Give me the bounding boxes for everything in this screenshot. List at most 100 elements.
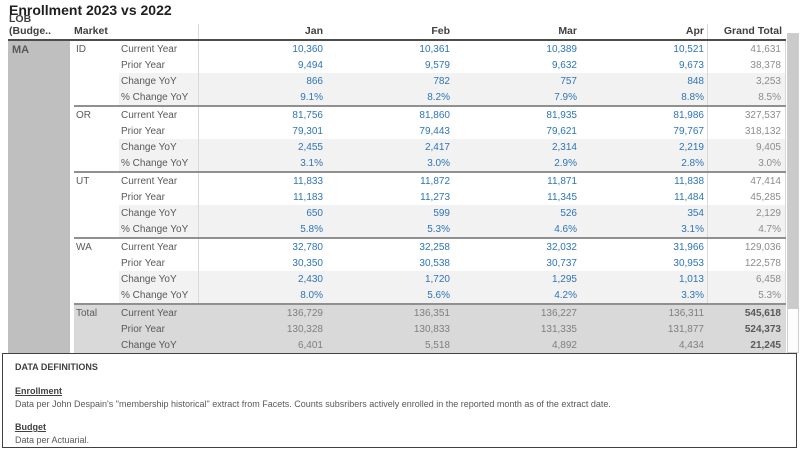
- month-value[interactable]: 9.1%: [300, 91, 323, 103]
- vertical-scrollbar[interactable]: [787, 33, 799, 353]
- month-value[interactable]: 81,860: [419, 109, 450, 121]
- month-value[interactable]: 30,953: [673, 257, 704, 269]
- month-value[interactable]: 2,455: [297, 141, 323, 153]
- month-value[interactable]: 599: [433, 207, 450, 219]
- month-value[interactable]: 10,389: [546, 43, 577, 55]
- grand-total-value[interactable]: 45,285: [707, 189, 786, 205]
- month-value[interactable]: 9,673: [678, 59, 704, 71]
- month-value[interactable]: 136,227: [540, 307, 577, 319]
- measure-label[interactable]: Change YoY: [119, 139, 199, 155]
- grand-total-value[interactable]: 38,378: [707, 57, 786, 73]
- month-value[interactable]: 3.1%: [681, 223, 704, 235]
- month-value[interactable]: 30,350: [292, 257, 323, 269]
- grand-total-value[interactable]: 3,253: [707, 73, 786, 89]
- month-value[interactable]: 8.0%: [300, 289, 323, 301]
- measure-label[interactable]: Current Year: [119, 173, 199, 189]
- measure-label[interactable]: Change YoY: [119, 205, 199, 221]
- month-value[interactable]: 5.3%: [427, 223, 450, 235]
- grand-total-value[interactable]: 6,458: [707, 271, 786, 287]
- grand-total-value[interactable]: 47,414: [707, 173, 786, 189]
- grand-total-value[interactable]: 2,129: [707, 205, 786, 221]
- month-value[interactable]: 5.8%: [300, 223, 323, 235]
- month-value[interactable]: 10,360: [292, 43, 323, 55]
- month-value[interactable]: 2,314: [551, 141, 577, 153]
- month-value[interactable]: 131,877: [667, 323, 704, 335]
- month-value[interactable]: 650: [306, 207, 323, 219]
- market-row-header[interactable]: Total: [76, 308, 98, 319]
- month-value[interactable]: 32,032: [546, 241, 577, 253]
- month-value[interactable]: 11,833: [293, 175, 323, 187]
- market-row-header[interactable]: WA: [76, 242, 92, 253]
- month-value[interactable]: 136,351: [413, 307, 450, 319]
- lob-row-header[interactable]: MA: [8, 41, 70, 369]
- month-value[interactable]: 11,484: [674, 191, 704, 203]
- measure-label[interactable]: Change YoY: [119, 73, 199, 89]
- month-value[interactable]: 79,621: [546, 125, 577, 137]
- month-value[interactable]: 136,311: [668, 307, 704, 319]
- month-value[interactable]: 2.8%: [681, 157, 704, 169]
- measure-label[interactable]: Prior Year: [119, 189, 199, 205]
- grand-total-value[interactable]: 9,405: [707, 139, 786, 155]
- month-value[interactable]: 1,013: [678, 273, 704, 285]
- month-value[interactable]: 11,183: [293, 191, 323, 203]
- measure-label[interactable]: % Change YoY: [119, 155, 199, 171]
- measure-label[interactable]: % Change YoY: [119, 89, 199, 105]
- grand-total-value[interactable]: 5.3%: [707, 287, 786, 303]
- month-value[interactable]: 11,345: [547, 191, 577, 203]
- grand-total-value[interactable]: 8.5%: [707, 89, 786, 105]
- month-value[interactable]: 10,361: [419, 43, 450, 55]
- grand-total-value[interactable]: 3.0%: [707, 155, 786, 171]
- month-value[interactable]: 131,335: [540, 323, 577, 335]
- month-value[interactable]: 2,219: [678, 141, 704, 153]
- month-value[interactable]: 848: [687, 75, 704, 87]
- month-value[interactable]: 9,494: [297, 59, 323, 71]
- grand-total-value[interactable]: 327,537: [707, 107, 786, 123]
- month-value[interactable]: 11,871: [547, 175, 577, 187]
- grand-total-value[interactable]: 41,631: [707, 41, 786, 57]
- month-value[interactable]: 11,838: [674, 175, 704, 187]
- month-value[interactable]: 11,273: [420, 191, 450, 203]
- month-value[interactable]: 79,443: [419, 125, 450, 137]
- month-value[interactable]: 11,872: [420, 175, 450, 187]
- grand-total-value[interactable]: 318,132: [707, 123, 786, 139]
- month-value[interactable]: 526: [560, 207, 577, 219]
- month-value[interactable]: 8.8%: [681, 91, 704, 103]
- month-value[interactable]: 4.6%: [554, 223, 577, 235]
- month-value[interactable]: 1,295: [551, 273, 577, 285]
- measure-label[interactable]: Current Year: [119, 239, 199, 255]
- month-value[interactable]: 2.9%: [554, 157, 577, 169]
- grand-total-value[interactable]: 21,245: [707, 337, 786, 353]
- month-value[interactable]: 130,328: [286, 323, 323, 335]
- month-value[interactable]: 4.2%: [554, 289, 577, 301]
- measure-label[interactable]: Current Year: [119, 41, 199, 57]
- month-value[interactable]: 8.2%: [427, 91, 450, 103]
- grand-total-value[interactable]: 545,618: [707, 305, 786, 321]
- measure-label[interactable]: Current Year: [119, 305, 199, 321]
- month-value[interactable]: 32,258: [419, 241, 450, 253]
- measure-label[interactable]: Prior Year: [119, 123, 199, 139]
- month-value[interactable]: 6,401: [297, 339, 323, 351]
- month-value[interactable]: 3.1%: [300, 157, 323, 169]
- month-value[interactable]: 5,518: [424, 339, 450, 351]
- column-header-lob[interactable]: LOB (Budge..: [9, 13, 51, 37]
- scrollbar-thumb[interactable]: [788, 34, 798, 309]
- month-value[interactable]: 136,729: [286, 307, 323, 319]
- month-value[interactable]: 354: [687, 207, 704, 219]
- measure-label[interactable]: Change YoY: [119, 337, 199, 353]
- month-value[interactable]: 81,756: [292, 109, 323, 121]
- month-value[interactable]: 4,434: [678, 339, 704, 351]
- grand-total-value[interactable]: 4.7%: [707, 221, 786, 237]
- measure-label[interactable]: Change YoY: [119, 271, 199, 287]
- column-header-mar[interactable]: Mar: [558, 25, 577, 37]
- month-value[interactable]: 782: [433, 75, 450, 87]
- grand-total-value[interactable]: 524,373: [707, 321, 786, 337]
- month-value[interactable]: 9,632: [551, 59, 577, 71]
- measure-label[interactable]: % Change YoY: [119, 287, 199, 303]
- month-value[interactable]: 81,986: [673, 109, 704, 121]
- month-value[interactable]: 7.9%: [554, 91, 577, 103]
- grand-total-value[interactable]: 122,578: [707, 255, 786, 271]
- column-header-grand-total[interactable]: Grand Total: [707, 24, 786, 39]
- month-value[interactable]: 866: [306, 75, 323, 87]
- month-value[interactable]: 31,966: [673, 241, 704, 253]
- market-row-header[interactable]: OR: [76, 110, 91, 121]
